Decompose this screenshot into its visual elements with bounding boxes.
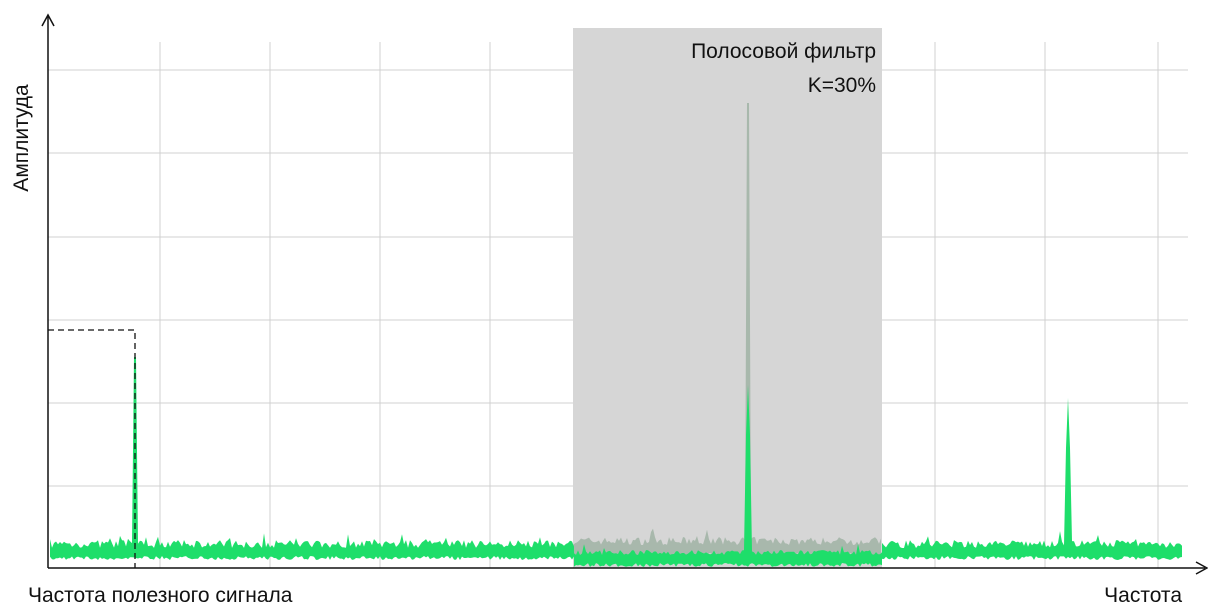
- x-label: Частота: [1104, 584, 1182, 607]
- y-arrow: [41, 13, 55, 27]
- signal-label: Частота полезного сигнала: [28, 584, 293, 607]
- noise: [50, 357, 574, 560]
- filter-gain: K=30%: [808, 74, 876, 97]
- noise: [882, 398, 1182, 560]
- x-arrow: [1195, 561, 1208, 575]
- filter-title: Полосовой фильтр: [691, 40, 876, 63]
- filter-band: [573, 28, 882, 568]
- signal-marker: [48, 329, 136, 568]
- y-label: Амплитуда: [10, 84, 33, 192]
- spectrum: [50, 103, 1182, 567]
